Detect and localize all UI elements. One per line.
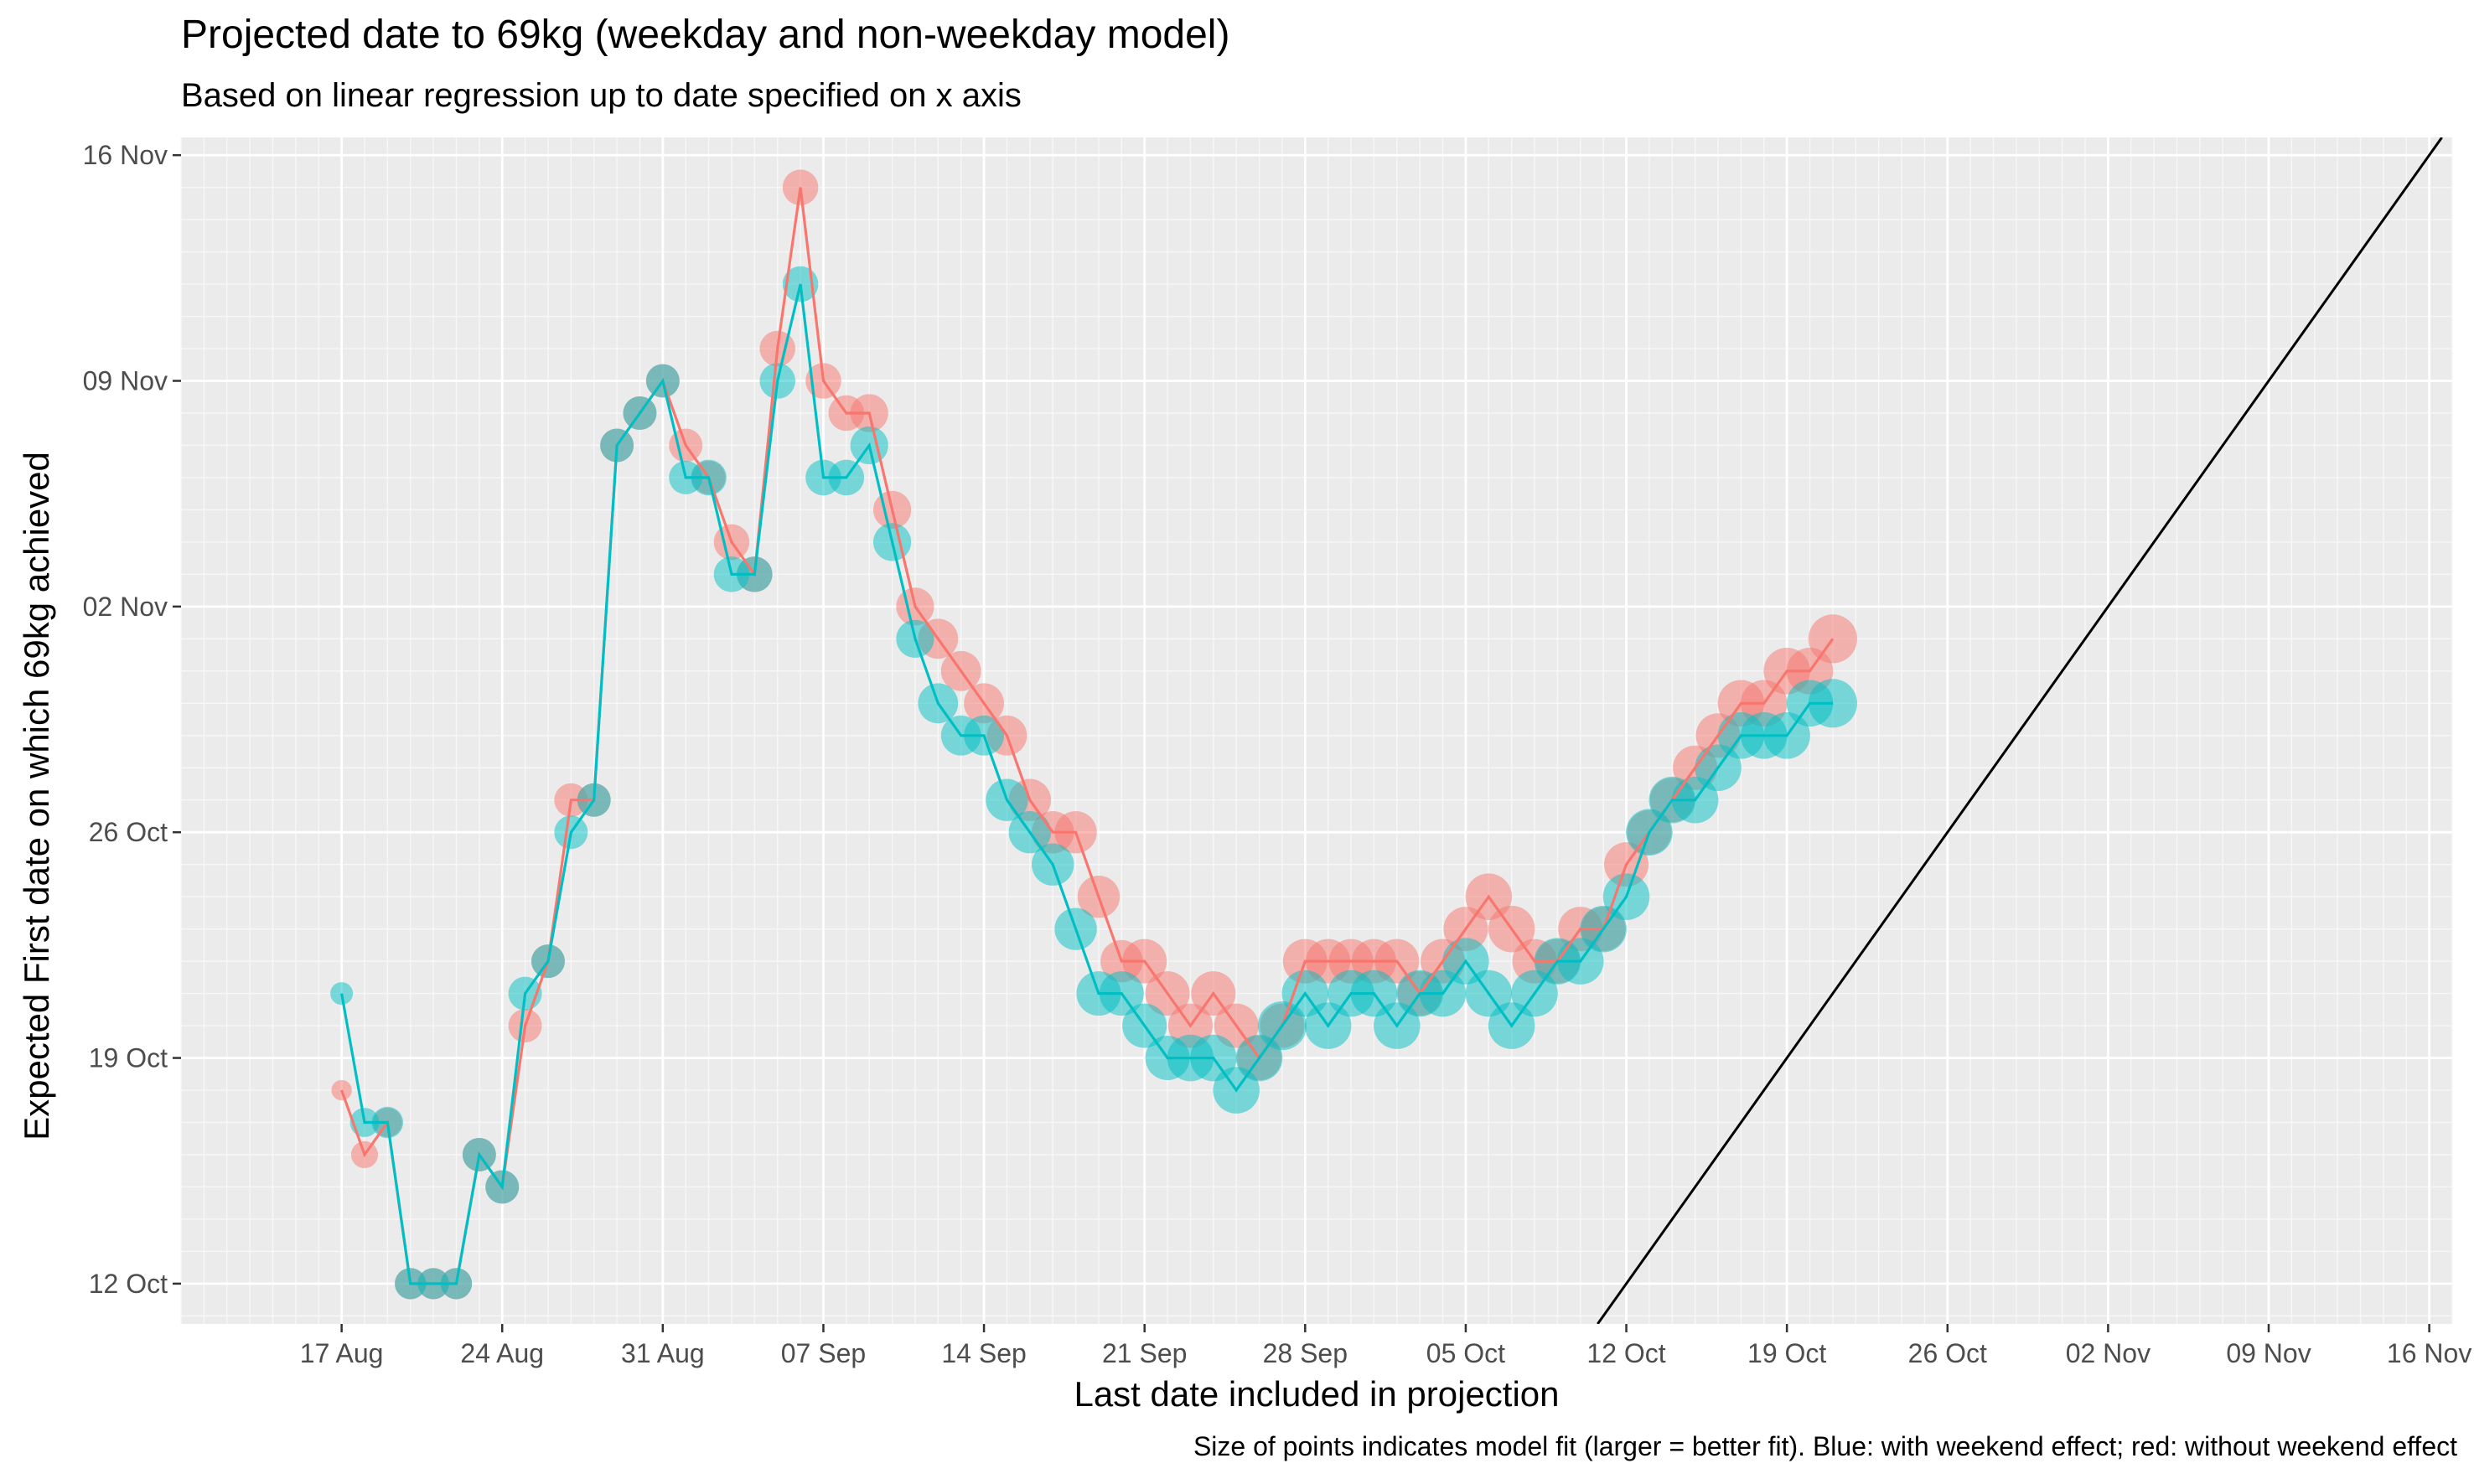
panel-background xyxy=(181,137,2452,1324)
chart-subtitle: Based on linear regression up to date sp… xyxy=(181,77,1022,114)
y-tick-label: 02 Nov xyxy=(83,592,168,622)
y-tick-label: 19 Oct xyxy=(89,1043,168,1073)
x-tick-label: 17 Aug xyxy=(300,1338,384,1368)
x-tick-label: 24 Aug xyxy=(460,1338,544,1368)
y-tick-label: 09 Nov xyxy=(83,366,168,396)
chart-caption: Size of points indicates model fit (larg… xyxy=(1193,1431,2457,1461)
reference-line-group xyxy=(1597,137,2443,1324)
axes: 17 Aug 24 Aug 31 Aug 07 Sep 14 Sep 21 Sep 28 S… xyxy=(83,140,2472,1368)
chart-title: Projected date to 69kg (weekday and non-… xyxy=(181,13,1230,57)
y-tick-label: 12 Oct xyxy=(89,1269,168,1299)
x-tick-label: 21 Sep xyxy=(1102,1338,1187,1368)
series-line xyxy=(340,187,1835,1285)
y-tick-label: 16 Nov xyxy=(83,140,168,170)
reference-line xyxy=(1597,137,2443,1324)
y-axis-label: Expected First date on which 69kg achiev… xyxy=(17,452,56,1140)
x-tick-label: 09 Nov xyxy=(2226,1338,2311,1368)
x-tick-label: 16 Nov xyxy=(2387,1338,2471,1368)
x-tick-label: 31 Aug xyxy=(621,1338,705,1368)
x-tick-label: 26 Oct xyxy=(1908,1338,1987,1368)
x-tick-label: 07 Sep xyxy=(781,1338,866,1368)
series-line xyxy=(340,283,1833,1285)
x-tick-label: 28 Sep xyxy=(1263,1338,1348,1368)
x-tick-label: 14 Sep xyxy=(941,1338,1026,1368)
data-point xyxy=(1808,679,1858,728)
y-tick-label: 26 Oct xyxy=(89,817,168,847)
x-axis-label: Last date included in projection xyxy=(1074,1374,1560,1414)
x-tick-label: 02 Nov xyxy=(2066,1338,2151,1368)
series-group xyxy=(330,169,1858,1300)
x-tick-label: 05 Oct xyxy=(1426,1338,1505,1368)
x-tick-label: 12 Oct xyxy=(1586,1338,1665,1368)
x-tick-label: 19 Oct xyxy=(1747,1338,1826,1368)
